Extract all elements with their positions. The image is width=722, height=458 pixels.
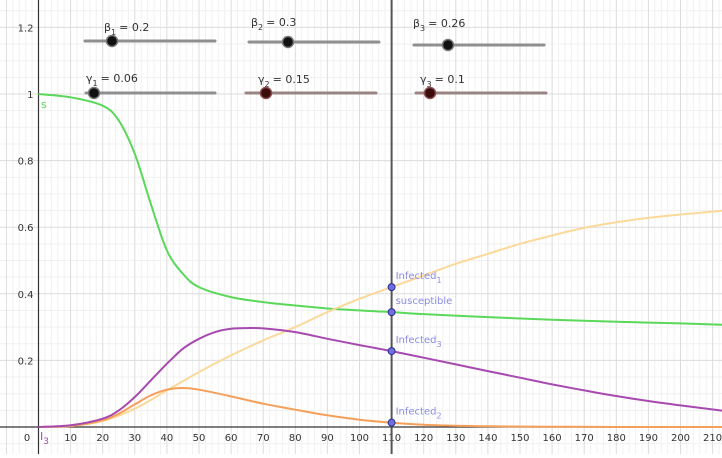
slider-label-beta2: β2= 0.3 — [251, 16, 296, 32]
x-tick-label: 80 — [289, 433, 302, 444]
point-label-text: Infected — [396, 407, 437, 418]
slider-knob-beta3[interactable] — [443, 40, 454, 51]
slider-symbol: β — [104, 21, 111, 34]
slider-knob-beta1[interactable] — [107, 36, 118, 47]
x-tick-label: 170 — [575, 433, 594, 444]
curve-label-s: s — [41, 98, 47, 111]
slider-subscript: 3 — [420, 24, 425, 33]
point-label-sub: 2 — [436, 412, 441, 421]
slider-knob-beta2[interactable] — [283, 37, 294, 48]
x-tick-label: 20 — [96, 433, 109, 444]
slider-subscript: 1 — [93, 79, 98, 88]
point-label-susceptible: susceptible — [396, 296, 453, 307]
point-label-infected3: Infected3 — [396, 335, 442, 349]
point-infected1[interactable] — [388, 284, 395, 291]
y-tick-label: 1 — [27, 90, 33, 101]
origin-label: 0 — [24, 433, 30, 444]
x-tick-label: 120 — [414, 433, 433, 444]
x-tick-label: 100 — [350, 433, 369, 444]
point-infected2[interactable] — [388, 419, 395, 426]
point-label-text: susceptible — [396, 296, 453, 307]
slider-gamma1[interactable]: γ1= 0.06 — [86, 72, 215, 99]
point-label-sub: 3 — [436, 340, 441, 349]
y-tick-label: 0.2 — [18, 356, 34, 367]
x-tick-label: 150 — [510, 433, 529, 444]
x-tick-label: 40 — [161, 433, 174, 444]
slider-beta1[interactable]: β1= 0.2 — [85, 21, 215, 47]
y-tick-label: 0.6 — [18, 223, 34, 234]
slider-label-beta3: β3= 0.26 — [413, 17, 465, 33]
slider-gamma2[interactable]: γ2= 0.15 — [246, 73, 376, 99]
x-tick-label: 200 — [671, 433, 690, 444]
point-susceptible[interactable] — [388, 309, 395, 316]
x-tick-label: 190 — [639, 433, 658, 444]
x-tick-label: 160 — [543, 433, 562, 444]
y-tick-label: 0.8 — [18, 157, 34, 168]
x-tick-label: 180 — [607, 433, 626, 444]
slider-value: = 0.15 — [273, 73, 310, 86]
slider-value: = 0.2 — [119, 21, 149, 34]
x-tick-label: 30 — [128, 433, 141, 444]
x-tick-label: 210 — [703, 433, 722, 444]
slider-knob-gamma3[interactable] — [425, 88, 436, 99]
x-tick-label: 130 — [446, 433, 465, 444]
slider-value: = 0.3 — [266, 16, 296, 29]
x-tick-label: 140 — [478, 433, 497, 444]
y-tick-label: 1.2 — [18, 23, 34, 34]
point-label-infected2: Infected2 — [396, 407, 442, 421]
slider-label-gamma3: γ3= 0.1 — [420, 73, 465, 89]
slider-knob-gamma1[interactable] — [89, 88, 100, 99]
curve-label-i3-sub: 3 — [43, 437, 49, 447]
x-tick-label: 70 — [257, 433, 270, 444]
slider-value: = 0.06 — [101, 72, 138, 85]
slider-knob-gamma2[interactable] — [261, 88, 272, 99]
x-tick-label: 60 — [225, 433, 238, 444]
x-tick-label: 90 — [321, 433, 334, 444]
slider-label-gamma1: γ1= 0.06 — [86, 72, 138, 88]
slider-symbol: β — [413, 17, 420, 30]
point-label-sub: 1 — [436, 276, 441, 285]
slider-symbol: β — [251, 16, 258, 29]
slider-subscript: 2 — [258, 23, 263, 32]
x-tick-label: 10 — [64, 433, 77, 444]
slider-value: = 0.1 — [435, 73, 465, 86]
y-tick-label: 0.4 — [18, 290, 34, 301]
slider-value: = 0.26 — [428, 17, 465, 30]
slider-label-beta1: β1= 0.2 — [104, 21, 149, 37]
point-infected3[interactable] — [388, 348, 395, 355]
x-tick-label: 50 — [193, 433, 206, 444]
point-label-text: Infected — [396, 271, 437, 282]
slider-beta3[interactable]: β3= 0.26 — [413, 17, 544, 51]
point-label-text: Infected — [396, 335, 437, 346]
